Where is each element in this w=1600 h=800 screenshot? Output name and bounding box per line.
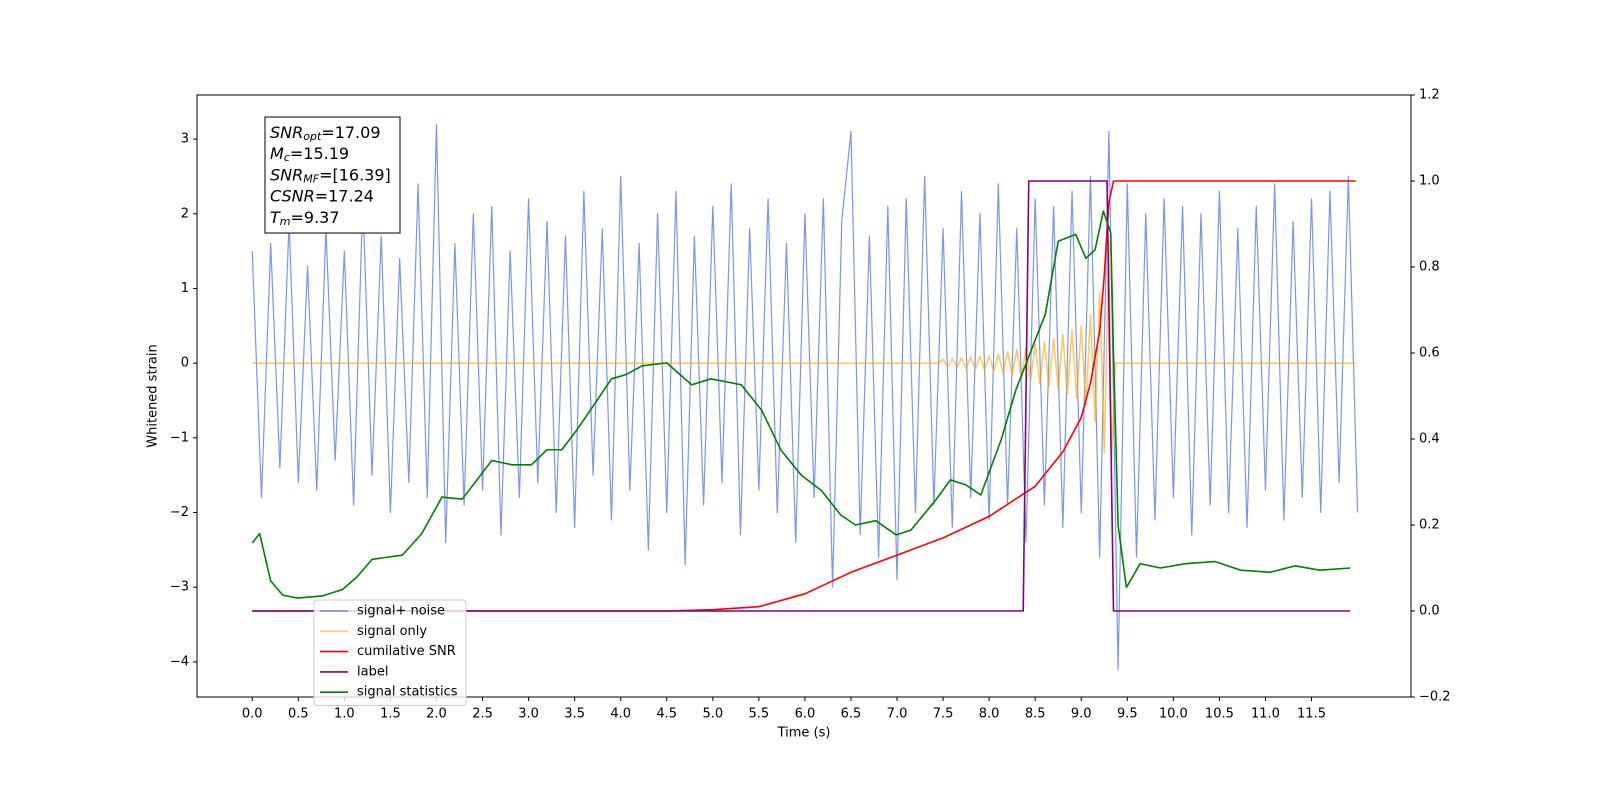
x-tick-label: 1.5 <box>380 707 401 722</box>
legend: signal+ noise signal only cumilative SNR la… <box>313 599 467 706</box>
annotation-symbol: SNR <box>270 165 303 184</box>
x-tick-label: 7.5 <box>933 707 954 722</box>
annotation-value: =15.19 <box>290 144 349 163</box>
series-line <box>252 180 1351 612</box>
x-tick-label: 10.5 <box>1205 707 1234 722</box>
annotation-box <box>264 116 401 234</box>
annotation-subscript: opt <box>303 130 322 143</box>
x-tick-label: 5.0 <box>702 707 723 722</box>
y-tick-label: 0 <box>181 356 189 371</box>
axes-frame <box>196 94 1412 698</box>
series-line <box>252 242 1356 462</box>
x-tick-label: 1.0 <box>334 707 355 722</box>
y2-tick-label: −0.2 <box>1419 690 1451 705</box>
x-tick-label: 0.5 <box>288 707 309 722</box>
x-tick-label: 8.5 <box>1025 707 1046 722</box>
annotation-subscript: c <box>284 151 290 164</box>
annotation-subscript: m <box>280 215 291 228</box>
annotation: SNRopt=17.09Mc=15.19SNRMF=[16.39]CSNR=17… <box>264 116 401 234</box>
x-tick-label: 3.5 <box>564 707 585 722</box>
x-tick-label: 9.0 <box>1071 707 1092 722</box>
y-tick-label: −3 <box>170 580 189 595</box>
annotation-value: =[16.39] <box>319 165 391 184</box>
x-tick-label: 11.0 <box>1251 707 1280 722</box>
y-tick-label: 2 <box>181 206 189 221</box>
x-tick-label: 10.0 <box>1159 707 1188 722</box>
y2-tick-label: 0.6 <box>1419 346 1440 361</box>
annotation-value: =17.09 <box>321 123 380 142</box>
legend-label: signal statistics <box>357 685 458 700</box>
legend-label: signal+ noise <box>357 604 445 619</box>
annotation-line: Tm=9.37 <box>270 207 340 228</box>
legend-label: signal only <box>357 624 427 639</box>
x-tick-label: 9.5 <box>1117 707 1138 722</box>
legend-box <box>313 599 467 706</box>
annotation-symbol: M <box>270 144 284 163</box>
annotation-symbol: CSNR <box>270 186 315 205</box>
x-tick-label: 6.0 <box>795 707 816 722</box>
series-line <box>251 210 1351 599</box>
x-tick-label: 5.5 <box>749 707 770 722</box>
x-tick-label: 4.5 <box>656 707 677 722</box>
y2-tick-label: 0.4 <box>1419 432 1440 447</box>
legend-label: cumilative SNR <box>357 644 456 659</box>
annotation-value: =9.37 <box>291 207 340 226</box>
x-tick-label: 4.0 <box>610 707 631 722</box>
series-line <box>251 123 1359 670</box>
x-tick-label: 8.0 <box>979 707 1000 722</box>
y-axis-label: Whitened strain <box>146 344 161 447</box>
x-tick-label: 2.0 <box>426 707 447 722</box>
x-tick-label: 7.0 <box>887 707 908 722</box>
x-tick-label: 11.5 <box>1297 707 1326 722</box>
y-tick-label: −4 <box>170 654 189 669</box>
annotation-line: SNRMF=[16.39] <box>270 165 391 186</box>
y2-tick-label: 1.2 <box>1419 88 1440 103</box>
annotation-subscript: MF <box>303 172 319 185</box>
x-tick-label: 3.0 <box>518 707 539 722</box>
y-tick-label: −2 <box>170 505 189 520</box>
y2-tick-label: 0.2 <box>1419 518 1440 533</box>
annotation-symbol: T <box>270 207 281 226</box>
x-tick-label: 6.5 <box>841 707 862 722</box>
annotation-value: =17.24 <box>315 186 374 205</box>
y-tick-label: 1 <box>181 281 189 296</box>
legend-label: label <box>357 664 388 679</box>
x-tick-label: 2.5 <box>472 707 493 722</box>
y-tick-label: 3 <box>181 132 189 147</box>
annotation-line: CSNR=17.24 <box>270 186 374 205</box>
y-tick-label: −1 <box>170 430 189 445</box>
y2-tick-label: 0.0 <box>1419 604 1440 619</box>
annotation-symbol: SNR <box>270 123 303 142</box>
annotation-line: Mc=15.19 <box>270 144 349 165</box>
x-axis-label: Time (s) <box>777 726 831 741</box>
series-line <box>252 180 1356 612</box>
x-tick-label: 0.0 <box>242 707 263 722</box>
y2-tick-label: 1.0 <box>1419 174 1440 189</box>
y2-tick-label: 0.8 <box>1419 260 1440 275</box>
annotation-line: SNRopt=17.09 <box>270 123 381 144</box>
